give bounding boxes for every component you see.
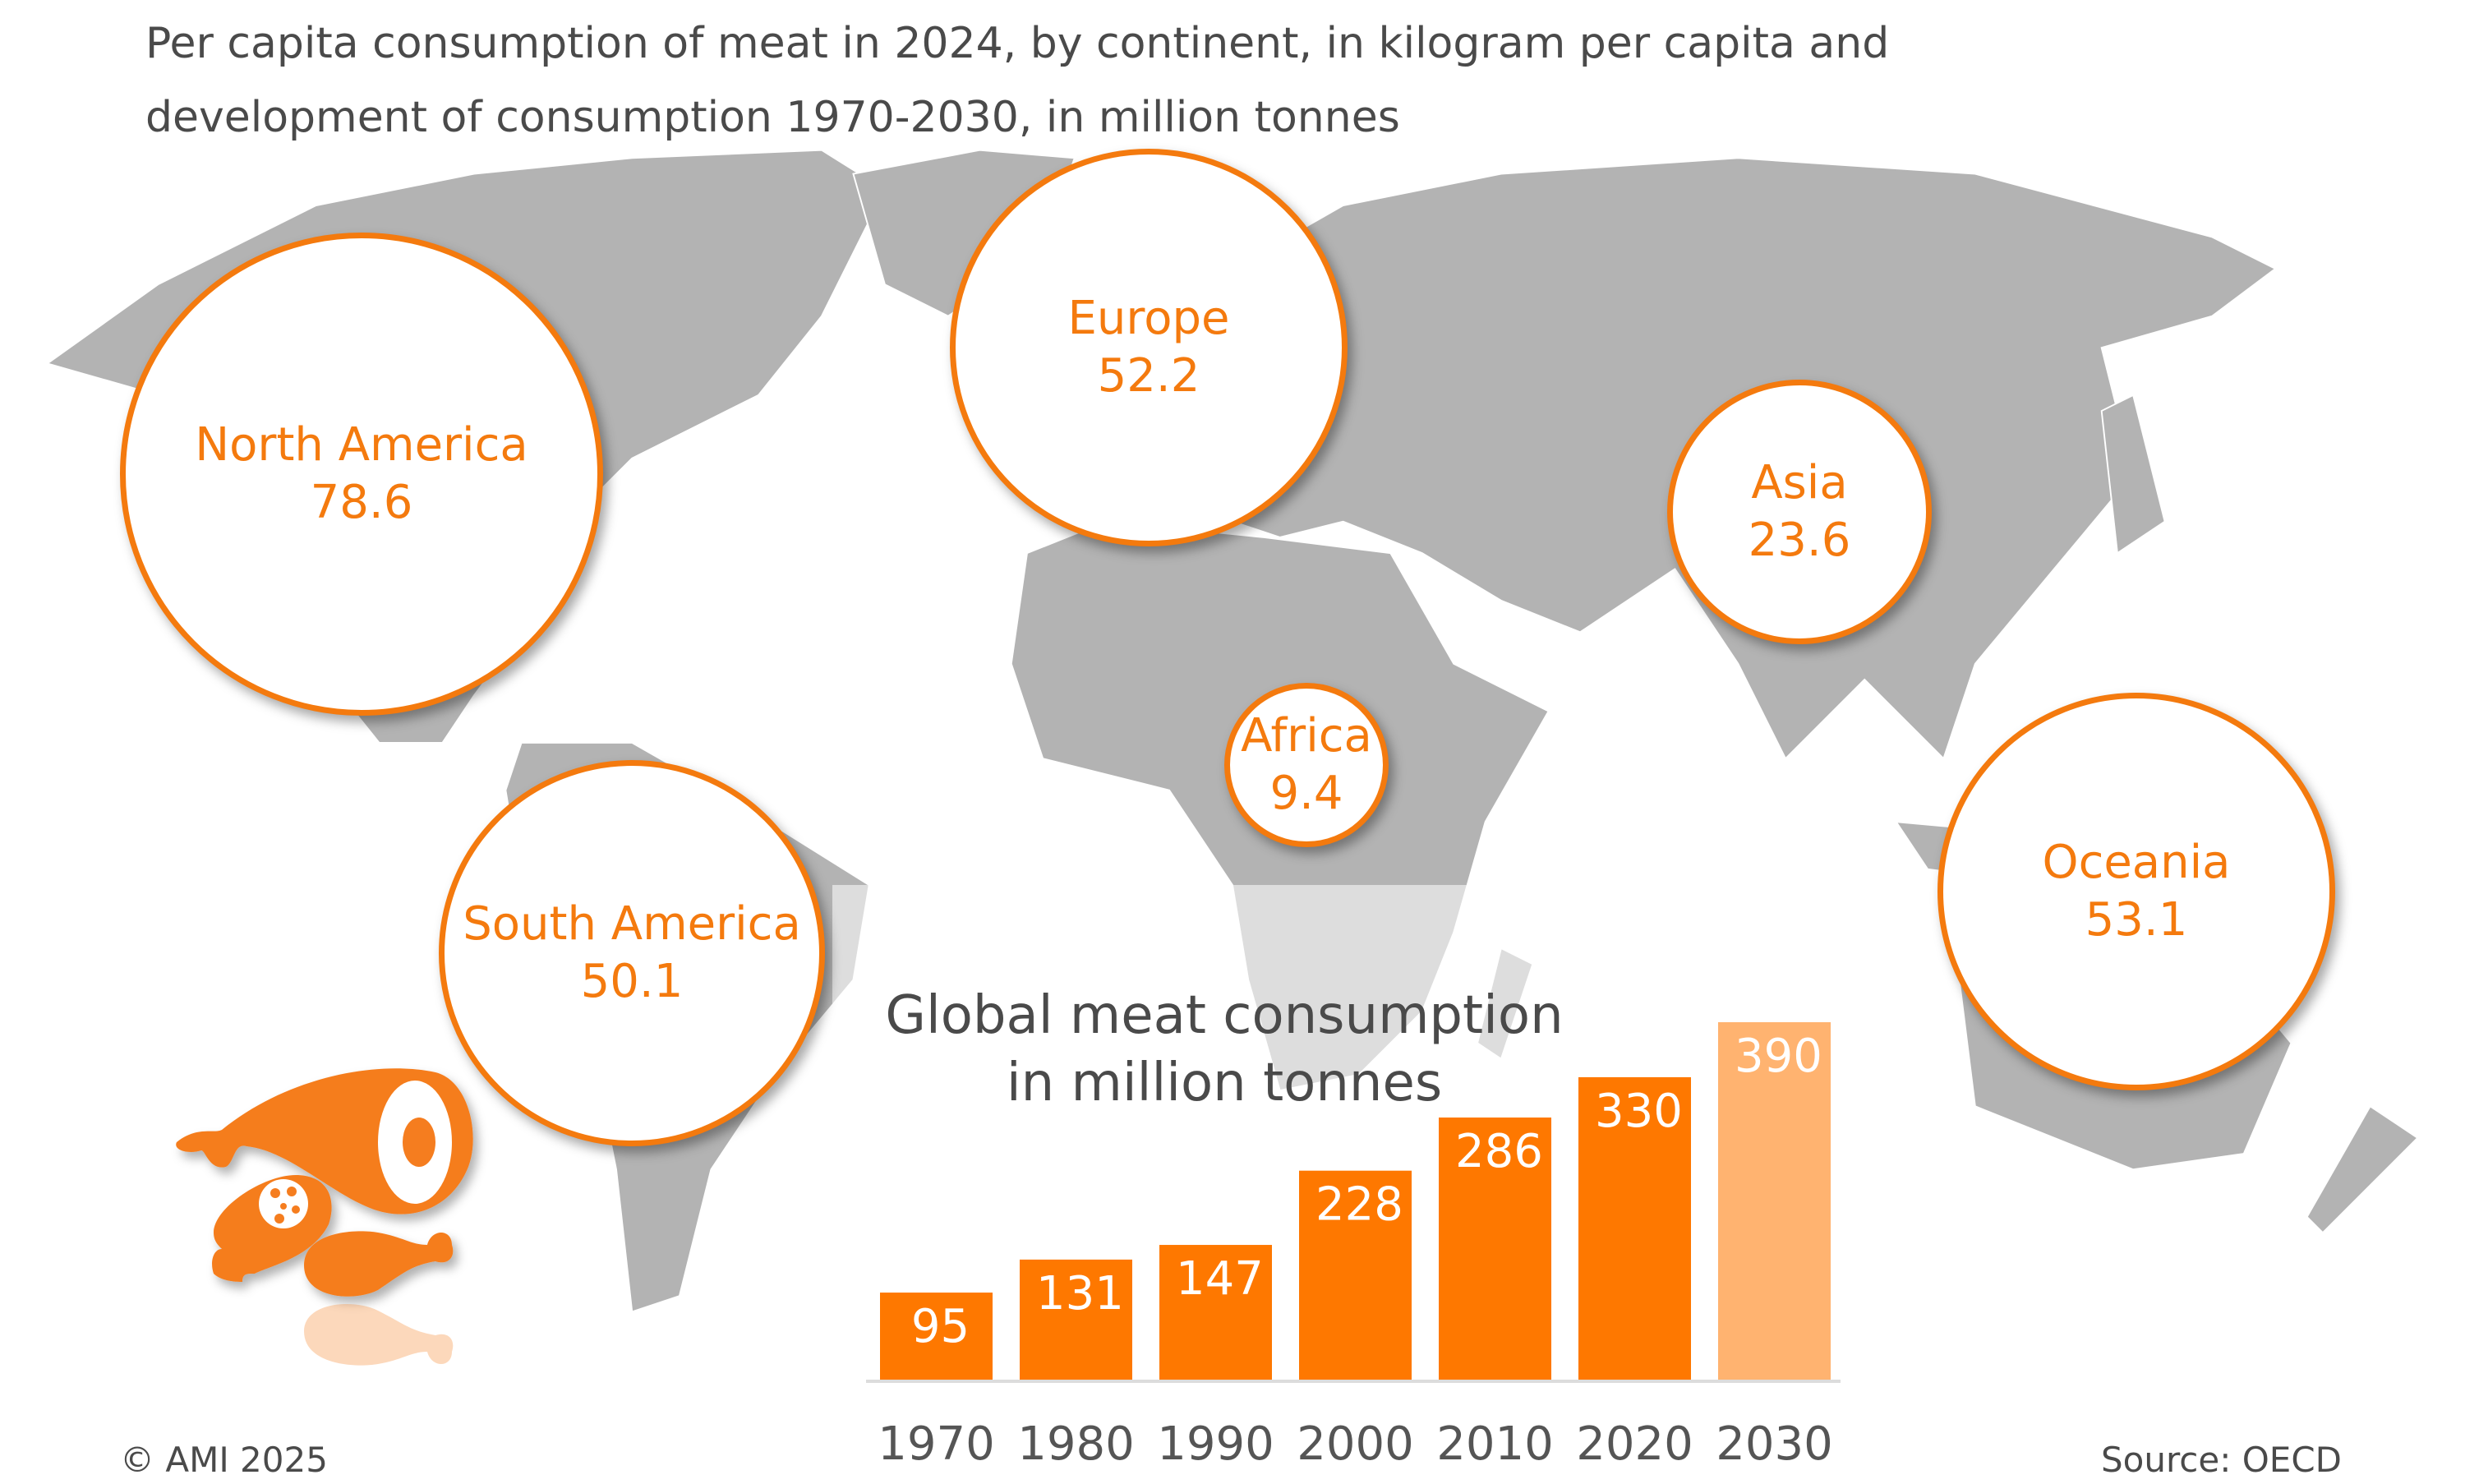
bar-2030 <box>1718 1022 1831 1380</box>
chart-title: Global meat consumption in million tonne… <box>855 982 1594 1117</box>
bubble-value: 53.1 <box>2085 893 2188 947</box>
bubble-value: 9.4 <box>1269 767 1343 820</box>
bar-2020 <box>1578 1076 1691 1380</box>
bubble-label: North America <box>195 418 528 472</box>
bar-value-label: 131 <box>1036 1267 1124 1320</box>
bar-value-label: 330 <box>1595 1085 1683 1138</box>
bubble-label: Africa <box>1241 709 1372 763</box>
bubble-europe: Europe 52.2 <box>950 149 1348 546</box>
bar-value-label: 390 <box>1735 1030 1822 1083</box>
bar-value-label: 228 <box>1315 1178 1403 1232</box>
bubble-south-america: South America 50.1 <box>439 760 825 1146</box>
bar-value-label: 95 <box>911 1300 970 1353</box>
bubble-value: 50.1 <box>580 955 684 1008</box>
bar-2010 <box>1439 1118 1551 1380</box>
bar-1970 <box>880 1293 993 1380</box>
title-line-2: development of consumption 1970-2030, in… <box>145 93 1400 142</box>
page-title: Per capita consumption of meat in 2024, … <box>145 7 1889 154</box>
x-tick-label: 1980 <box>1017 1417 1135 1471</box>
map-new-zealand <box>2306 1104 2419 1234</box>
x-tick-label: 2010 <box>1436 1417 1554 1471</box>
x-tick-label: 2020 <box>1576 1417 1693 1471</box>
meat-icon <box>176 1068 473 1366</box>
source-text: Source: OECD <box>2100 1440 2342 1480</box>
x-tick-label: 2030 <box>1716 1417 1833 1471</box>
x-tick-label: 1970 <box>878 1417 995 1471</box>
bubble-label: Europe <box>1067 292 1230 345</box>
map-japan <box>2100 394 2166 555</box>
bubble-label: Oceania <box>2042 836 2231 889</box>
chart-title-line-1: Global meat consumption <box>885 985 1564 1046</box>
bubble-label: Asia <box>1751 456 1848 509</box>
bubble-asia: Asia 23.6 <box>1667 380 1932 644</box>
bubble-oceania: Oceania 53.1 <box>1937 693 2335 1090</box>
bar-1980 <box>1020 1259 1132 1380</box>
bubble-value: 78.6 <box>310 476 413 529</box>
x-tick-label: 2000 <box>1297 1417 1414 1471</box>
bar-value-label: 286 <box>1455 1125 1543 1178</box>
bubble-value: 52.2 <box>1097 349 1200 403</box>
bar-2000 <box>1299 1170 1412 1380</box>
copyright-text: © AMI 2025 <box>120 1440 328 1480</box>
bar-value-label: 147 <box>1176 1252 1264 1306</box>
bubble-north-america: North America 78.6 <box>120 233 603 716</box>
bubble-value: 23.6 <box>1748 514 1851 567</box>
chart-title-line-2: in million tonnes <box>1006 1053 1443 1113</box>
bar-1990 <box>1159 1245 1272 1380</box>
title-line-1: Per capita consumption of meat in 2024, … <box>145 19 1890 68</box>
bubble-label: South America <box>463 897 801 951</box>
x-tick-label: 1990 <box>1157 1417 1274 1471</box>
bubble-africa: Africa 9.4 <box>1224 683 1389 847</box>
